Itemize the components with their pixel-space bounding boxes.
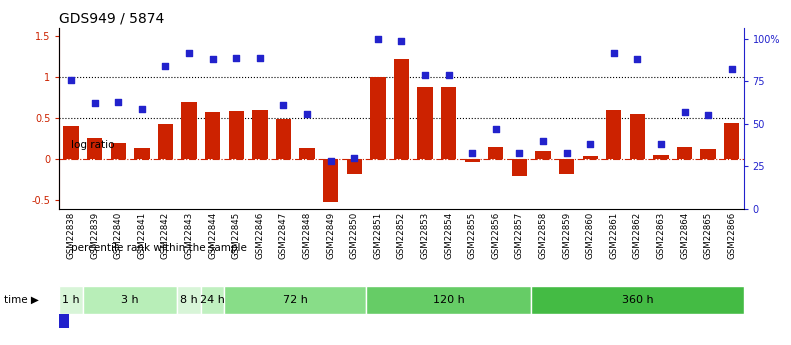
Bar: [177, 286, 201, 314]
Bar: [87, 138, 102, 159]
Point: [678, 109, 691, 115]
Bar: [229, 111, 244, 159]
Point: [631, 57, 644, 62]
Point: [372, 36, 384, 42]
Bar: [606, 110, 622, 159]
Bar: [201, 286, 225, 314]
Text: log ratio: log ratio: [71, 140, 115, 150]
Bar: [488, 147, 504, 159]
Point: [655, 141, 668, 147]
Point: [324, 158, 337, 164]
Text: 8 h: 8 h: [180, 295, 198, 305]
Point: [277, 102, 290, 108]
Bar: [370, 77, 385, 159]
Text: 360 h: 360 h: [622, 295, 653, 305]
Bar: [205, 111, 221, 159]
Bar: [276, 119, 291, 159]
Point: [560, 150, 573, 156]
Bar: [677, 147, 692, 159]
Bar: [464, 159, 480, 162]
Bar: [134, 148, 149, 159]
Point: [112, 99, 125, 105]
Point: [135, 106, 148, 111]
Point: [395, 38, 408, 43]
Point: [702, 112, 714, 118]
Point: [89, 101, 101, 106]
Text: 24 h: 24 h: [200, 295, 225, 305]
Point: [206, 57, 219, 62]
Text: 120 h: 120 h: [433, 295, 464, 305]
Point: [490, 126, 502, 132]
Point: [159, 63, 172, 69]
Bar: [225, 286, 366, 314]
Bar: [512, 159, 527, 176]
Bar: [181, 102, 197, 159]
Bar: [394, 59, 409, 159]
Point: [183, 50, 195, 55]
Bar: [630, 114, 645, 159]
Bar: [111, 143, 126, 159]
Point: [254, 55, 267, 60]
Text: 3 h: 3 h: [121, 295, 139, 305]
Bar: [158, 124, 173, 159]
Text: percentile rank within the sample: percentile rank within the sample: [71, 244, 247, 253]
Bar: [366, 286, 532, 314]
Point: [466, 150, 479, 156]
Bar: [83, 286, 177, 314]
Bar: [346, 159, 362, 174]
Point: [607, 50, 620, 55]
Bar: [299, 148, 315, 159]
Point: [536, 138, 549, 144]
Point: [301, 111, 313, 116]
Point: [348, 155, 361, 160]
Bar: [252, 110, 267, 159]
Bar: [59, 286, 83, 314]
Point: [725, 67, 738, 72]
Bar: [701, 149, 716, 159]
Point: [230, 55, 243, 60]
Text: 72 h: 72 h: [283, 295, 308, 305]
Point: [584, 141, 596, 147]
Point: [418, 72, 431, 77]
Bar: [532, 286, 744, 314]
Bar: [59, 172, 69, 328]
Point: [513, 150, 526, 156]
Text: time ▶: time ▶: [4, 295, 39, 305]
Text: 1 h: 1 h: [62, 295, 80, 305]
Bar: [559, 159, 574, 174]
Bar: [582, 156, 598, 159]
Point: [442, 72, 455, 77]
Text: GDS949 / 5874: GDS949 / 5874: [59, 11, 165, 25]
Bar: [536, 151, 551, 159]
Bar: [653, 155, 668, 159]
Bar: [323, 159, 339, 202]
Bar: [63, 126, 79, 159]
Bar: [441, 87, 456, 159]
Bar: [59, 69, 69, 224]
Bar: [724, 123, 740, 159]
Bar: [418, 87, 433, 159]
Point: [65, 77, 78, 82]
